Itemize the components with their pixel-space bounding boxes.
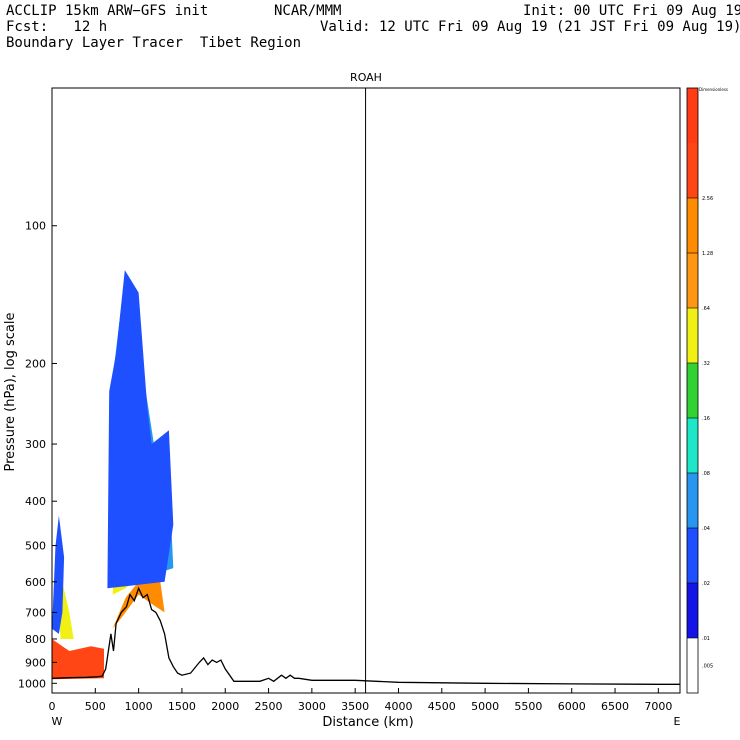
chart-title: ROAH (350, 71, 382, 84)
tracer-plume-8 (52, 515, 65, 634)
x-tick-label: 1000 (125, 700, 153, 713)
y-tick-label: 100 (25, 220, 46, 233)
x-tick-label: 5000 (471, 700, 499, 713)
colorbar-level-label: .005 (702, 664, 713, 670)
y-tick-label: 700 (25, 606, 46, 619)
y-tick-label: 600 (25, 576, 46, 589)
terrain-profile (51, 586, 680, 685)
y-tick-label: 300 (25, 438, 46, 451)
colorbar-level-label: .02 (702, 581, 710, 587)
x-tick-label: 4000 (384, 700, 412, 713)
colorbar-segment (687, 528, 698, 583)
y-tick-label: 1000 (18, 677, 46, 690)
x-tick-label: 7000 (644, 700, 672, 713)
colorbar-level-label: .16 (702, 416, 710, 422)
header-org: NCAR/MMM (274, 3, 342, 19)
tracer-plume-0 (52, 639, 104, 680)
header-valid: Valid: 12 UTC Fri 09 Aug 19 (21 JST Fri … (320, 19, 740, 35)
y-tick-label: 900 (25, 656, 46, 669)
tracer-plume-7 (107, 270, 174, 589)
colorbar-segment (687, 198, 698, 253)
colorbar-segment (687, 418, 698, 473)
x-end-label: E (674, 715, 681, 728)
x-start-label: W (52, 715, 63, 728)
x-tick-label: 5500 (514, 700, 542, 713)
header-init: Init: 00 UTC Fri 09 Aug 19 (523, 3, 740, 19)
colorbar-level-label: .64 (702, 306, 710, 312)
x-tick-label: 4500 (428, 700, 456, 713)
y-axis-ticks: 100 200 300 400 500 600 700 800 900 1000 (18, 220, 57, 690)
header-model: ACCLIP 15km ARW−GFS init (6, 3, 209, 19)
colorbar-frame (686, 87, 699, 694)
x-tick-label: 3500 (341, 700, 369, 713)
tracer-plume-1 (112, 571, 165, 629)
colorbar-segment (687, 143, 698, 198)
colorbar-segment (687, 473, 698, 528)
colorbar: .005 .01 .02 .04 .08 .16 .32 .64 1.28 2.56 Dimensi… (686, 87, 728, 694)
colorbar-segment (687, 638, 698, 693)
y-tick-label: 800 (25, 633, 46, 646)
x-tick-label: 500 (85, 700, 106, 713)
y-tick-label: 500 (25, 540, 46, 553)
colorbar-segment (687, 308, 698, 363)
colorbar-units-label: Dimensionless (699, 87, 728, 92)
colorbar-level-label: 2.56 (702, 196, 713, 202)
colorbar-segment (687, 363, 698, 418)
x-axis-label: Distance (km) (322, 715, 413, 730)
x-tick-label: 0 (49, 700, 56, 713)
x-tick-label: 6500 (601, 700, 629, 713)
y-axis-label: Pressure (hPa), log scale (3, 313, 18, 472)
x-tick-label: 3000 (298, 700, 326, 713)
header-product: Boundary Layer Tracer Tibet Region (6, 35, 302, 51)
header-fcst: Fcst: 12 h (6, 19, 108, 35)
x-tick-label: 2000 (211, 700, 239, 713)
tracer-plumes (52, 270, 174, 680)
colorbar-level-label: 1.28 (702, 251, 713, 257)
y-tick-label: 200 (25, 357, 46, 370)
x-tick-label: 6000 (558, 700, 586, 713)
colorbar-top-segment (687, 88, 698, 143)
colorbar-level-label: .04 (702, 526, 710, 532)
plot-frame (51, 87, 681, 694)
y-tick-label: 400 (25, 495, 46, 508)
colorbar-level-label: .32 (702, 361, 710, 367)
x-tick-label: 2500 (255, 700, 283, 713)
colorbar-level-label: .01 (702, 636, 710, 642)
colorbar-segment (687, 583, 698, 638)
x-axis-ticks: 0 500 1000 1500 2000 2500 3000 3500 4000 4500 5000… (49, 688, 672, 713)
colorbar-segment (687, 253, 698, 308)
colorbar-level-label: .08 (702, 471, 710, 477)
x-tick-label: 1500 (168, 700, 196, 713)
